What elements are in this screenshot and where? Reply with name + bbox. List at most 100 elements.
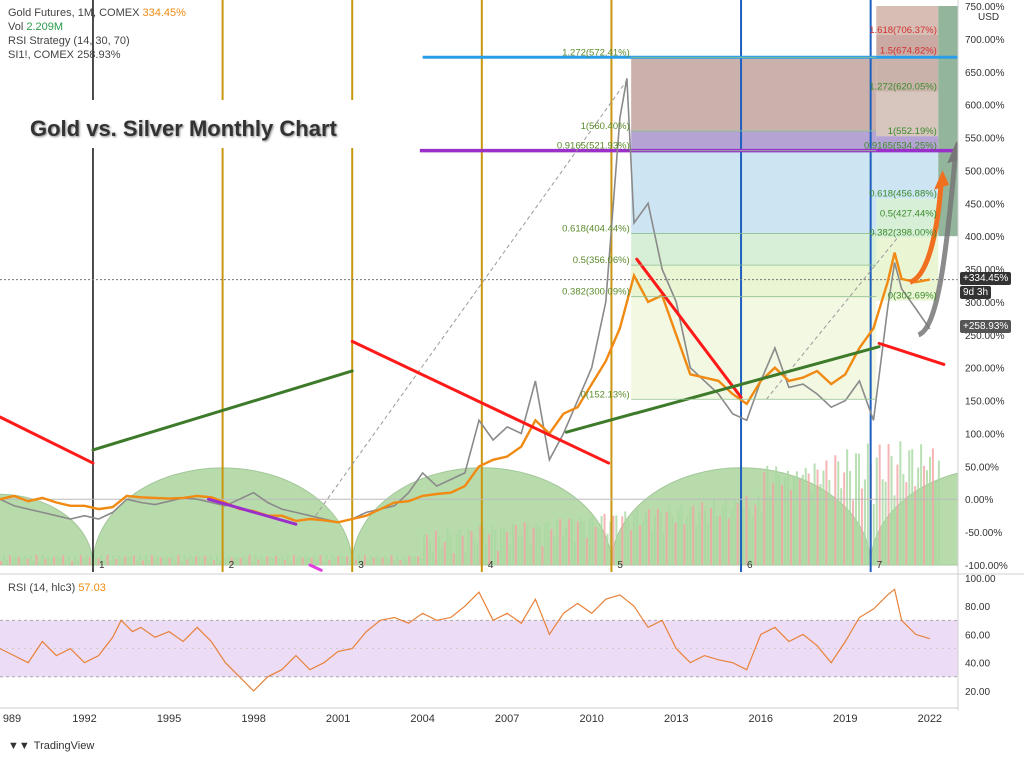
volume-bar: [289, 560, 292, 565]
volume-bar: [230, 557, 233, 565]
fib-left-label-1: 1(560.40%): [581, 121, 630, 132]
y-tick-label: -50.00%: [965, 528, 1002, 539]
legend-silver: SI1!, COMEX 258.93%: [8, 49, 121, 61]
fib-left-label-6: 0(152.13%): [581, 389, 630, 400]
volume-bar: [494, 529, 497, 565]
volume-bar: [180, 560, 183, 565]
volume-bar: [118, 555, 121, 565]
volume-bar: [807, 473, 810, 565]
volume-bar: [692, 505, 695, 565]
volume-bar: [742, 506, 745, 565]
volume-bar: [665, 511, 668, 565]
volume-bar: [186, 559, 189, 565]
volume-bar: [144, 555, 147, 565]
volume-bar: [644, 512, 647, 565]
volume-bar: [798, 479, 801, 565]
cycle-number-2: 3: [358, 560, 364, 571]
volume-bar: [754, 504, 757, 565]
volume-bar: [600, 516, 603, 565]
volume-bar: [855, 453, 858, 565]
cycle-arc-0: [0, 493, 94, 566]
y-tick-label: 400.00%: [965, 232, 1005, 243]
volume-bar: [650, 530, 653, 565]
volume-bar: [431, 551, 434, 565]
red-trendline-3: [635, 257, 743, 399]
volume-bar: [526, 523, 529, 565]
volume-bar: [707, 523, 710, 565]
y-tick-label: 750.00%: [965, 2, 1005, 13]
legend-vol: Vol 2.209M: [8, 20, 186, 34]
volume-bar: [618, 537, 621, 565]
volume-bar: [174, 559, 177, 565]
gray-arrow-head: [947, 140, 958, 164]
volume-bar: [662, 531, 665, 565]
legend-vol-label: Vol: [8, 21, 24, 33]
volume-bar: [423, 534, 426, 565]
volume-bar: [795, 471, 798, 565]
volume-bar: [236, 556, 239, 565]
x-tick-label: 2019: [833, 713, 857, 725]
volume-bar: [313, 555, 316, 565]
rsi-y-tick-label: 20.00: [965, 687, 990, 698]
volume-bar: [781, 485, 784, 565]
volume-bar: [343, 557, 346, 565]
fib-zone-right-5: [876, 150, 939, 199]
volume-bar: [872, 504, 875, 565]
volume-bar: [659, 512, 662, 565]
volume-bar: [470, 531, 473, 565]
cycle-number-6: 7: [877, 560, 883, 571]
volume-bar: [399, 560, 402, 565]
fib-zone-right-7: [876, 237, 939, 301]
tradingview-brand[interactable]: ▼▼ TradingView: [8, 740, 94, 752]
legend-gold-name: Gold Futures, 1M, COMEX: [8, 7, 140, 19]
volume-bar: [866, 443, 869, 565]
volume-bar: [467, 528, 470, 565]
volume-bar: [810, 490, 813, 565]
volume-bar: [23, 555, 26, 565]
volume-bar: [636, 509, 639, 565]
magenta-mark: [308, 563, 323, 572]
volume-bar: [298, 555, 301, 565]
volume-bar: [254, 555, 257, 565]
y-tick-label: 250.00%: [965, 331, 1005, 342]
volume-bar: [142, 560, 145, 565]
volume-bar: [5, 559, 8, 565]
volume-bar: [325, 555, 328, 565]
rsi-y-tick-label: 100.00: [965, 574, 996, 585]
volume-bar: [133, 555, 136, 565]
volume-bar: [405, 558, 408, 565]
rsi-legend: RSI (14, hlc3) 57.03: [8, 582, 106, 594]
volume-bar: [523, 522, 526, 565]
volume-bar: [340, 557, 343, 565]
volume-bar: [94, 555, 97, 565]
cycle-number-1: 2: [229, 560, 235, 571]
volume-bar: [804, 467, 807, 565]
orange-projection-arrow: [908, 183, 944, 285]
volume-bar: [822, 470, 825, 565]
volume-bar: [319, 555, 322, 565]
volume-bar: [106, 555, 109, 565]
volume-bar: [514, 524, 517, 565]
volume-bar: [570, 519, 573, 565]
fib-zone-right-3: [876, 91, 939, 137]
volume-bar: [210, 555, 213, 565]
volume-bar: [168, 558, 171, 565]
volume-bar: [446, 528, 449, 565]
volume-bar: [745, 496, 748, 565]
volume-bar: [295, 558, 298, 565]
volume-bar: [440, 546, 443, 565]
volume-bar: [917, 467, 920, 565]
volume-bar: [50, 557, 53, 565]
volume-bar: [65, 559, 68, 565]
volume-bar: [775, 466, 778, 565]
volume-bar: [156, 555, 159, 565]
volume-bar: [718, 515, 721, 565]
volume-bar: [751, 516, 754, 565]
cycle-number-0: 1: [99, 560, 105, 571]
volume-bar: [47, 555, 50, 565]
cycle-number-3: 4: [488, 560, 494, 571]
volume-bar: [905, 482, 908, 565]
title-background: [12, 100, 412, 148]
volume-bar: [562, 535, 565, 565]
volume-bar: [674, 522, 677, 565]
